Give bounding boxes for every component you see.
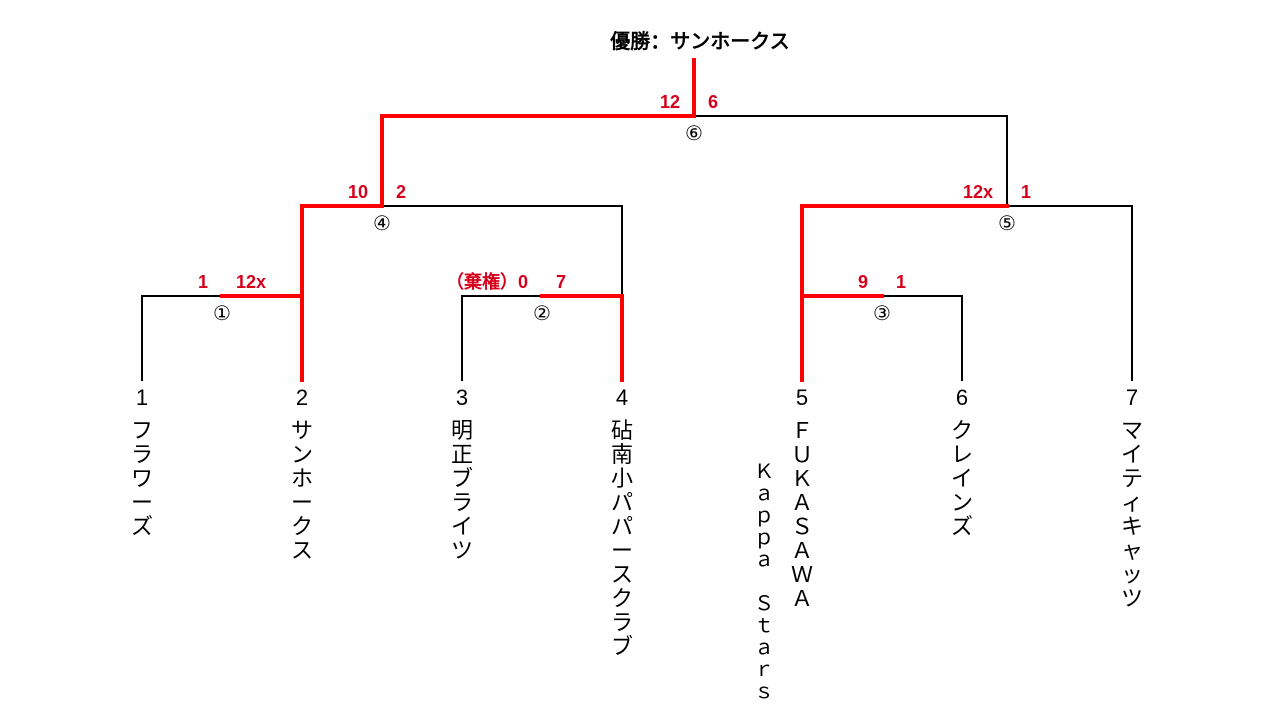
team-name: 砧南小パパースクラブ <box>611 418 633 659</box>
team-seed: 6 <box>956 385 968 410</box>
score: 12 <box>660 92 680 112</box>
score: 12x <box>236 272 266 292</box>
score: 1 <box>896 272 906 292</box>
team-name: サンホークス <box>291 418 313 563</box>
score: 6 <box>708 92 718 112</box>
team-seed: 1 <box>136 385 148 410</box>
team-name: 明正ブライツ <box>451 418 473 563</box>
score: 1 <box>1021 182 1031 202</box>
match-id: ⑥ <box>685 123 703 145</box>
match-id: ③ <box>873 303 891 325</box>
score: 2 <box>396 182 406 202</box>
team-name: マイティキャッツ <box>1121 418 1143 611</box>
score: 9 <box>858 272 868 292</box>
score: 10 <box>348 182 368 202</box>
match-id: ⑤ <box>998 213 1016 235</box>
team-name: クレインズ <box>951 418 973 539</box>
match-id: ② <box>533 303 551 325</box>
score: 7 <box>556 272 566 292</box>
team-name: フラワーズ <box>131 418 153 539</box>
score: 1 <box>198 272 208 292</box>
team-seed: 5 <box>796 385 808 410</box>
tournament-bracket: 優勝：サンホークス①112x②（棄権）07③91④102⑤12x1⑥1261フラ… <box>0 0 1280 720</box>
score: 12x <box>963 182 993 202</box>
team-seed: 7 <box>1126 385 1138 410</box>
team-seed: 2 <box>296 385 308 410</box>
team-name-sub: Ｋａｐｐａ Ｓｔａｒｓ <box>754 461 774 703</box>
champion-label: 優勝：サンホークス <box>609 29 789 53</box>
team-name: ＦＵＫＡＳＡＷＡ <box>791 418 813 611</box>
match-id: ④ <box>373 213 391 235</box>
score: （棄権）0 <box>446 271 528 292</box>
team-seed: 4 <box>616 385 628 410</box>
team-seed: 3 <box>456 385 468 410</box>
match-id: ① <box>213 303 231 325</box>
